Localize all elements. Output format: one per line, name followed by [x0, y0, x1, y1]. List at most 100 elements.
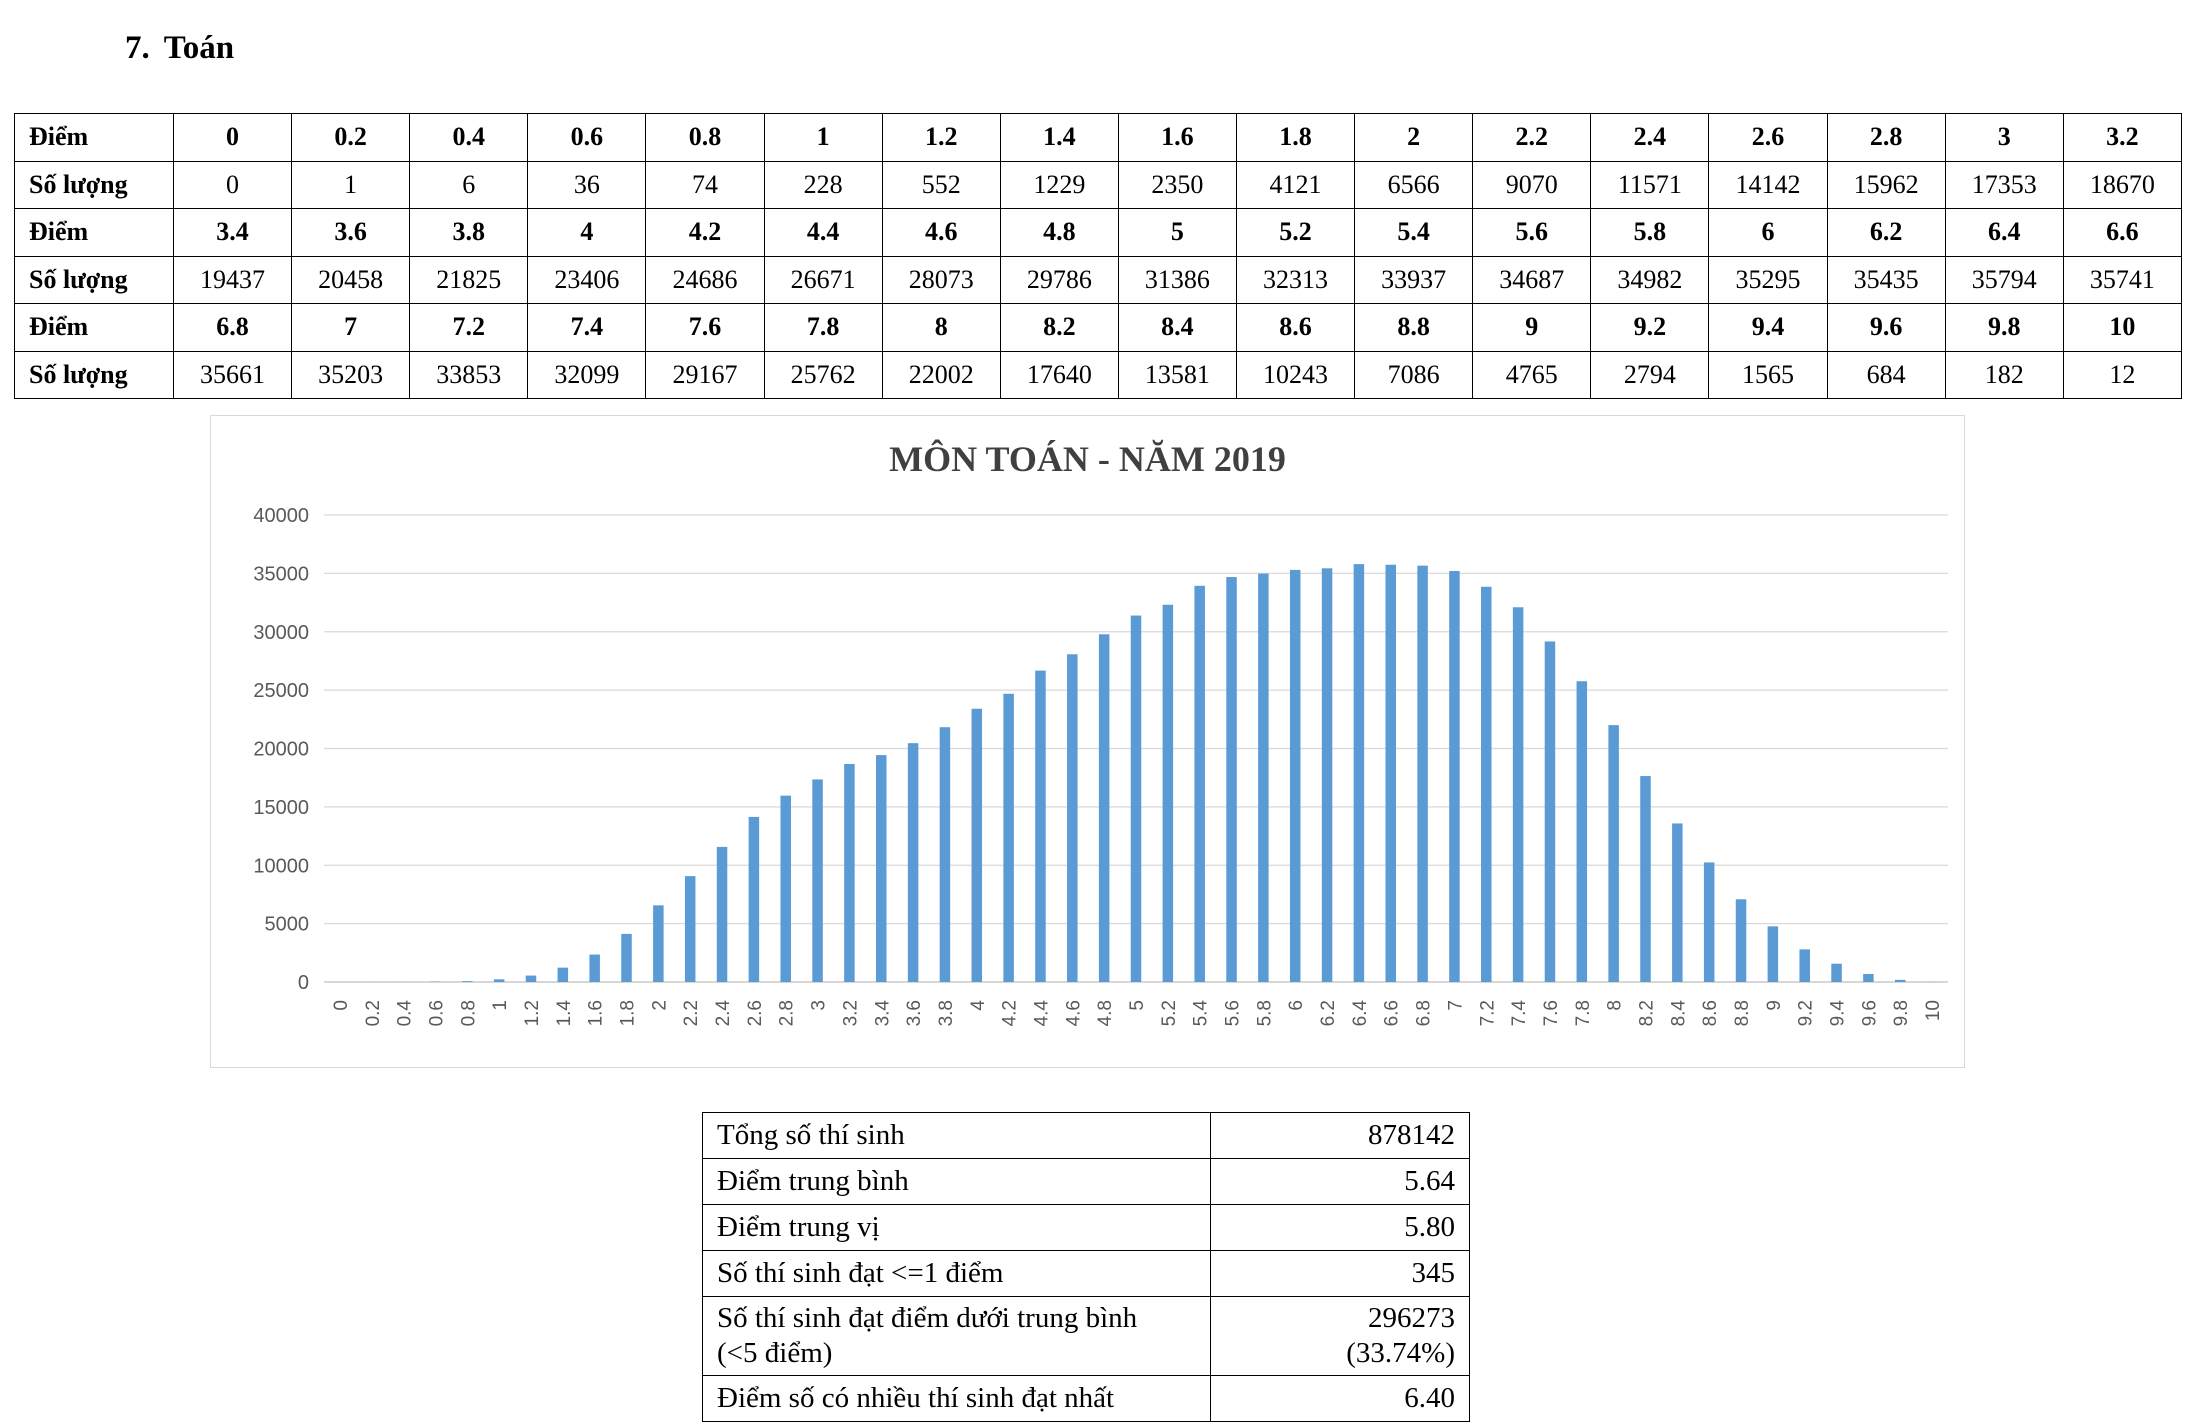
bar [1767, 926, 1779, 982]
x-tick-label: 0.6 [426, 1000, 447, 1026]
x-tick-label: 9 [1764, 1000, 1785, 1011]
x-tick-label: 1.8 [618, 1000, 639, 1026]
section-number: 7. [125, 30, 150, 66]
count-cell: 23406 [527, 255, 647, 304]
x-tick-label: 1 [490, 1000, 511, 1011]
row-label: Điểm [14, 208, 174, 257]
score-cell: 2.2 [1472, 113, 1592, 162]
bar [493, 979, 505, 982]
row-label: Điểm [14, 113, 174, 162]
score-cell: 1 [763, 113, 883, 162]
y-tick-label: 40000 [253, 505, 309, 527]
count-cell: 9070 [1472, 160, 1592, 209]
summary-row: Điểm trung bình 5.64 [702, 1158, 1470, 1205]
x-tick-label: 8.2 [1636, 1000, 1657, 1026]
summary-row: Điểm số có nhiều thí sinh đạt nhất 6.40 [702, 1375, 1470, 1422]
x-tick-label: 3.6 [904, 1000, 925, 1026]
count-cell: 31386 [1117, 255, 1237, 304]
score-cell: 5.2 [1235, 208, 1356, 257]
bar [1385, 564, 1396, 982]
count-cell: 17640 [999, 350, 1119, 399]
x-tick-label: 8 [1605, 1000, 1626, 1011]
score-cell: 7.6 [645, 303, 765, 352]
row-label: Số lượng [14, 160, 174, 209]
count-cell: 24686 [645, 255, 765, 304]
bar [748, 816, 760, 982]
summary-value: 878142 [1210, 1112, 1470, 1159]
score-cell: 6.8 [172, 303, 293, 352]
score-cell: 1.2 [881, 113, 1001, 162]
count-cell: 33937 [1354, 255, 1474, 304]
x-tick-label: 6 [1286, 1000, 1307, 1011]
bar [1353, 564, 1365, 982]
count-cell: 6 [409, 160, 529, 209]
x-tick-label: 3.8 [936, 1000, 957, 1026]
count-cell: 20458 [291, 255, 411, 304]
score-cell: 7.2 [409, 303, 529, 352]
bar [1226, 577, 1237, 982]
bar [971, 708, 983, 982]
score-cell: 8 [881, 303, 1001, 352]
chart-title: MÔN TOÁN - NĂM 2019 [889, 439, 1286, 479]
count-cell: 7086 [1354, 350, 1474, 399]
score-cell: 9.8 [1944, 303, 2064, 352]
count-cell: 18670 [2062, 160, 2183, 209]
bar [812, 779, 823, 982]
bar [876, 755, 887, 982]
count-cell: 2350 [1117, 160, 1237, 209]
score-cell: 4.4 [763, 208, 883, 257]
x-tick-label: 2.4 [713, 1000, 734, 1027]
count-cell: 32099 [527, 350, 647, 399]
x-tick-label: 5.8 [1254, 1000, 1275, 1026]
count-cell: 13581 [1117, 350, 1237, 399]
score-cell: 9 [1472, 303, 1592, 352]
score-cell: 3 [1944, 113, 2064, 162]
x-tick-label: 6.2 [1318, 1000, 1339, 1026]
x-tick-label: 4 [968, 1000, 989, 1011]
bar [1544, 641, 1556, 982]
summary-label: Điểm số có nhiều thí sinh đạt nhất [702, 1375, 1211, 1422]
score-cell: 4.8 [999, 208, 1119, 257]
score-cell: 0.2 [291, 113, 411, 162]
count-cell: 29786 [999, 255, 1119, 304]
count-cell: 552 [881, 160, 1001, 209]
summary-value: 296273 (33.74%) [1210, 1296, 1470, 1376]
score-cell: 8.8 [1354, 303, 1474, 352]
score-cell: 2.6 [1708, 113, 1828, 162]
count-cell: 34687 [1472, 255, 1592, 304]
bar [1003, 693, 1014, 982]
bar [1194, 585, 1205, 982]
bar [1512, 607, 1524, 982]
score-row: Điểm 0 0.2 0.4 0.6 0.8 1 1.2 1.4 1.6 1.8 2 2.2 2.4 2.6… [14, 113, 2183, 162]
bar [1799, 949, 1810, 982]
y-tick-label: 10000 [253, 855, 309, 877]
bar [1481, 586, 1492, 982]
x-tick-label: 5.6 [1223, 1000, 1244, 1026]
summary-label-line2: (<5 điểm) [717, 1337, 833, 1369]
x-tick-label: 5.4 [1191, 1000, 1212, 1027]
x-tick-label: 9.6 [1859, 1000, 1880, 1026]
score-cell: 7.4 [527, 303, 647, 352]
score-cell: 4.2 [645, 208, 765, 257]
bar [1863, 974, 1874, 982]
score-cell: 0.4 [409, 113, 529, 162]
x-tick-label: 2.6 [745, 1000, 766, 1026]
count-cell: 35295 [1708, 255, 1828, 304]
count-row: Số lượng 19437 20458 21825 23406 24686 26671 28… [14, 255, 2183, 304]
count-cell: 14142 [1708, 160, 1828, 209]
bar [716, 846, 728, 982]
x-tick-label: 2.2 [681, 1000, 702, 1026]
score-cell: 0.8 [645, 113, 765, 162]
score-cell: 5 [1117, 208, 1237, 257]
score-chart: MÔN TOÁN - NĂM 2019 0 5000 10000 15000 20000… [210, 415, 1965, 1068]
row-label: Điểm [14, 303, 174, 352]
score-cell: 3.4 [172, 208, 293, 257]
row-label: Số lượng [14, 255, 174, 304]
score-cell: 9.6 [1826, 303, 1946, 352]
score-cell: 6 [1708, 208, 1828, 257]
bar [1035, 670, 1046, 982]
count-cell: 19437 [172, 255, 293, 304]
bar [684, 876, 696, 982]
count-cell: 32313 [1235, 255, 1356, 304]
count-cell: 228 [763, 160, 883, 209]
